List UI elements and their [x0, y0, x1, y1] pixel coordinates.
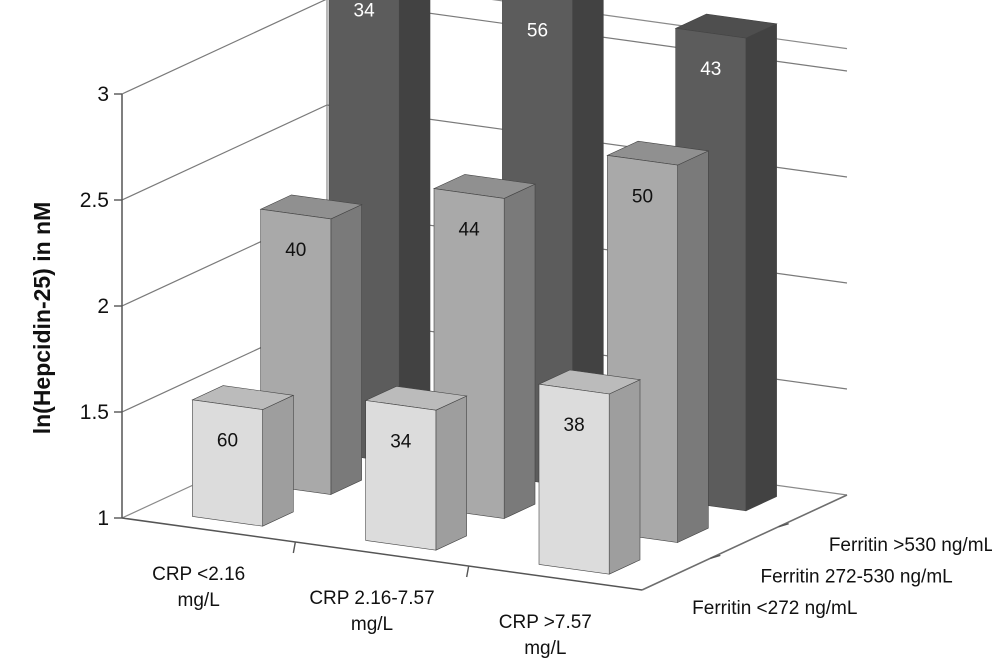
x-category-label: CRP >7.57 mg/L [499, 612, 592, 659]
series-label: Ferritin <272 ng/mL [692, 598, 857, 619]
bar-side-face [745, 23, 777, 512]
bar [538, 383, 610, 575]
series-label: Ferritin 272-530 ng/mL [761, 567, 953, 588]
bar [192, 399, 263, 527]
data-label: 34 [390, 431, 412, 452]
series-label: Ferritin >530 ng/mL [829, 535, 992, 556]
bar [365, 400, 437, 551]
depth-tick-mark [778, 522, 789, 528]
gridline [121, 0, 848, 95]
data-label: 40 [285, 240, 306, 261]
y-tick-label: 3 [97, 83, 109, 106]
x-axis-line [121, 517, 643, 591]
bar-side-face [608, 379, 641, 575]
x-category-label: CRP <2.16 mg/L [152, 564, 245, 611]
x-category-label: CRP 2.16-7.57 mg/L [309, 588, 434, 635]
bar-side-face [677, 150, 709, 543]
labels: 34 56 43 40 44 50 60 34 38 [217, 1, 721, 453]
bars [191, 0, 778, 575]
axes: 1 1.5 2 2.5 3 CRP <2.16 mg/L CRP 2.16-7.57 mg/L C… [80, 83, 992, 659]
data-label: 50 [632, 186, 653, 207]
bar-side-face [330, 204, 362, 495]
floor-right-edge [641, 494, 848, 591]
data-label: 34 [354, 1, 376, 22]
data-label: 56 [527, 20, 548, 41]
x-tick-mark [292, 541, 297, 554]
data-label: 43 [700, 59, 721, 80]
y-tick-label: 1 [97, 507, 109, 530]
bar-side-face [435, 395, 467, 551]
data-label: 60 [217, 431, 238, 452]
y-tick-label: 1.5 [80, 401, 109, 424]
y-tick-label: 2.5 [80, 189, 109, 212]
data-label: 38 [564, 415, 585, 436]
y-tick-label: 2 [97, 295, 109, 318]
y-axis-label: ln(Hepcidin-25) in nM [29, 202, 55, 435]
depth-tick-mark [710, 554, 721, 560]
bar-side-face [503, 183, 536, 519]
bar-side-face [262, 394, 294, 527]
data-label: 44 [459, 220, 481, 241]
x-tick-mark [465, 565, 470, 578]
